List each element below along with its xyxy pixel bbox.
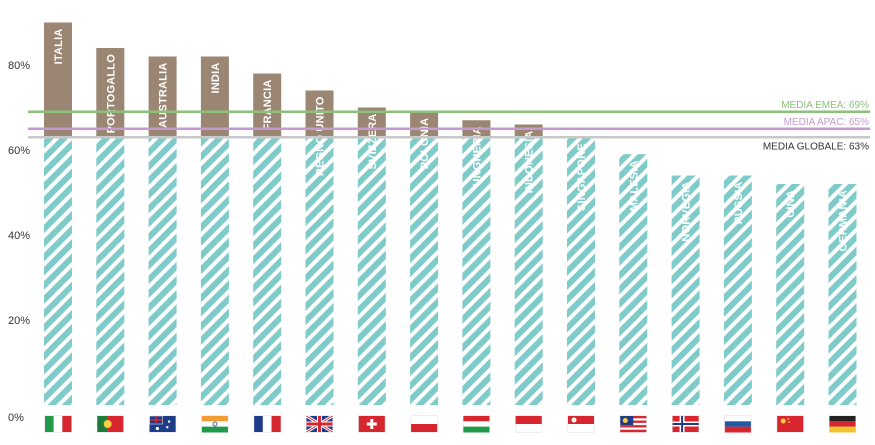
y-tick-label: 0% bbox=[8, 412, 24, 424]
bar-hatched-segment bbox=[200, 137, 229, 405]
bar-hatched-segment bbox=[723, 175, 752, 405]
poland-flag-icon bbox=[410, 415, 438, 433]
italy-flag-icon bbox=[44, 415, 72, 433]
bar-malesia: MALESIA bbox=[619, 154, 648, 405]
bar-label: POLONIA bbox=[419, 118, 431, 170]
bar-india: INDIA bbox=[200, 56, 229, 405]
bar-francia: FRANCIA bbox=[253, 73, 282, 405]
bar-label: PORTOGALLO bbox=[105, 54, 117, 134]
indonesia-flag-icon bbox=[515, 415, 543, 433]
bar-label: MALESIA bbox=[628, 160, 640, 211]
bar-hatched-segment bbox=[410, 137, 439, 405]
reference-line-label: MEDIA GLOBALE: 63% bbox=[763, 141, 869, 152]
switzerland-flag-icon bbox=[358, 415, 386, 433]
bar-label: FRANCIA bbox=[262, 80, 274, 131]
bar-regno-unito: REGNO UNITO bbox=[305, 90, 334, 405]
bar-polonia: POLONIA bbox=[410, 111, 439, 405]
reference-lines: MEDIA EMEA: 69% MEDIA APAC: 65% MEDIA GLOB… bbox=[28, 100, 870, 152]
hungary-flag-icon bbox=[462, 415, 490, 433]
bar-hatched-segment bbox=[305, 137, 334, 405]
bar-hatched-segment bbox=[44, 137, 72, 405]
bar-hatched-segment bbox=[776, 184, 805, 405]
y-tick-label: 20% bbox=[8, 315, 30, 327]
russia-flag-icon bbox=[724, 415, 752, 433]
portugal-flag-icon bbox=[96, 415, 124, 433]
bar-label: SINGAPORE bbox=[576, 143, 588, 211]
bar-label: CINA bbox=[785, 190, 797, 218]
reference-line-label: MEDIA APAC: 65% bbox=[784, 117, 870, 128]
uk-flag-icon bbox=[305, 414, 334, 434]
germany-flag-icon bbox=[829, 415, 856, 433]
y-tick-label: 60% bbox=[8, 145, 30, 157]
bar-above-average-segment bbox=[96, 48, 125, 138]
malaysia-flag-icon bbox=[619, 415, 647, 433]
singapore-flag-icon bbox=[567, 415, 595, 433]
bar-ungheria: UNGHERIA bbox=[462, 120, 491, 405]
bar-svizzera: SVIZZERA bbox=[357, 107, 386, 405]
bar-label: NORVEGIA bbox=[681, 182, 693, 242]
bar-label: INDONESIA bbox=[524, 131, 536, 194]
bar-label: UNGHERIA bbox=[471, 126, 483, 186]
bar-above-average-segment bbox=[148, 56, 177, 138]
china-flag-icon bbox=[776, 415, 804, 433]
bar-above-average-segment bbox=[44, 22, 72, 138]
australia-flag-icon bbox=[149, 415, 177, 433]
bar-hatched-segment bbox=[828, 184, 857, 405]
bar-hatched-segment bbox=[671, 175, 700, 405]
bar-label: RUSSIA bbox=[733, 182, 745, 225]
france-flag-icon bbox=[253, 415, 281, 433]
bar-indonesia: INDONESIA bbox=[514, 124, 543, 405]
y-axis: 0% 20% 40% 60% 80% bbox=[8, 60, 30, 424]
bar-russia: RUSSIA bbox=[723, 175, 752, 405]
y-tick-label: 40% bbox=[8, 230, 30, 242]
bar-hatched-segment bbox=[462, 137, 491, 405]
bars: ITALIA PORTOGALLO AUSTRALIA INDIA FRANCIA REG… bbox=[44, 22, 857, 405]
bar-australia: AUSTRALIA bbox=[148, 56, 177, 405]
bar-above-average-segment bbox=[410, 111, 439, 138]
bar-above-average-segment bbox=[253, 73, 282, 138]
bar-portogallo: PORTOGALLO bbox=[96, 48, 125, 405]
bar-hatched-segment bbox=[514, 137, 543, 405]
bar-above-average-segment bbox=[200, 56, 229, 138]
bar-label: INDIA bbox=[210, 63, 222, 94]
bar-singapore: SINGAPORE bbox=[567, 137, 595, 405]
bar-hatched-segment bbox=[253, 137, 282, 405]
bar-hatched-segment bbox=[357, 137, 386, 405]
reference-line-label: MEDIA EMEA: 69% bbox=[781, 100, 869, 111]
bar-germania: GERMANIA bbox=[828, 184, 857, 405]
bar-hatched-segment bbox=[96, 137, 125, 405]
bar-label: GERMANIA bbox=[838, 190, 850, 252]
y-tick-label: 80% bbox=[8, 60, 30, 72]
flags bbox=[44, 414, 856, 434]
bar-hatched-segment bbox=[567, 137, 595, 405]
india-flag-icon bbox=[201, 415, 229, 433]
bar-label: SVIZZERA bbox=[367, 114, 379, 170]
norway-flag-icon bbox=[672, 415, 700, 433]
bar-label: ITALIA bbox=[53, 29, 65, 65]
bar-italia: ITALIA bbox=[44, 22, 72, 405]
bar-hatched-segment bbox=[148, 137, 177, 405]
bar-cina: CINA bbox=[776, 184, 805, 405]
bar-norvegia: NORVEGIA bbox=[671, 175, 700, 405]
bar-hatched-segment bbox=[619, 154, 648, 405]
bar-label: AUSTRALIA bbox=[158, 63, 170, 128]
